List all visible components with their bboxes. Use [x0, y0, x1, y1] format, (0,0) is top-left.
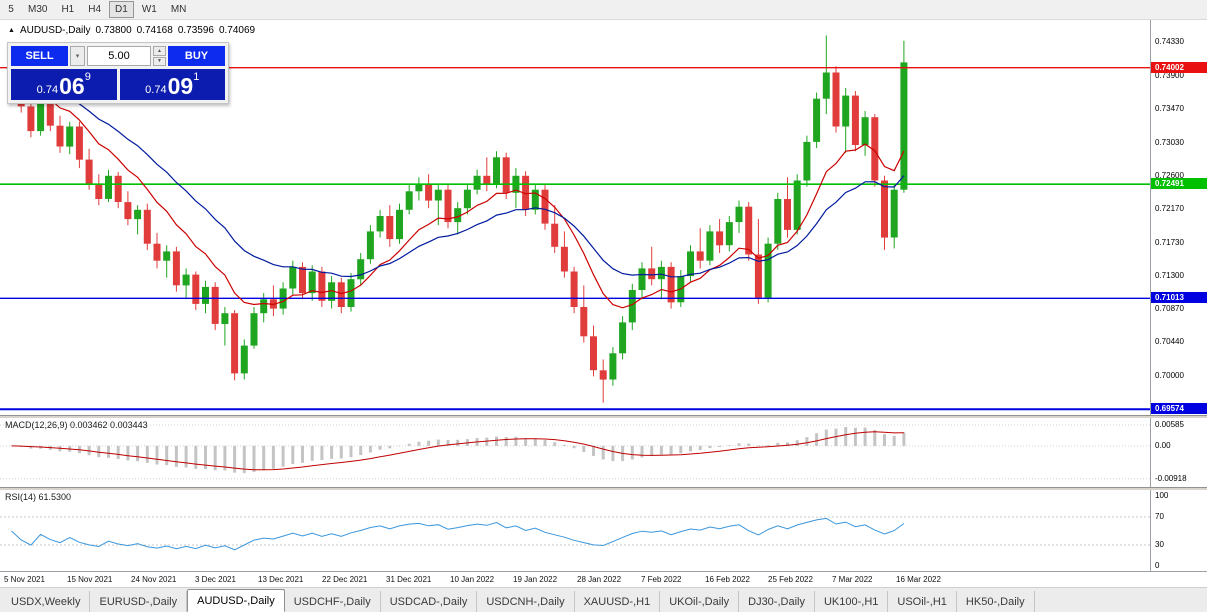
buy-price-big-digits: 09	[167, 73, 194, 99]
price-chart-plot[interactable]	[0, 20, 1150, 415]
chart-ohlc-header: ▲ AUDUSD-,Daily 0.73800 0.74168 0.73596 …	[8, 25, 255, 36]
price-tick: 0.74330	[1155, 37, 1184, 46]
volume-stepper: ▲ ▼	[153, 46, 166, 66]
price-tick: 0.71730	[1155, 238, 1184, 247]
buy-price-display[interactable]: 0.74 09 1	[119, 69, 225, 100]
macd-tick: 0.00585	[1155, 420, 1184, 429]
tab-usdx-weekly[interactable]: USDX,Weekly	[2, 591, 91, 612]
timeframe-w1-button[interactable]: W1	[136, 1, 163, 18]
ohlc-open: 0.73800	[95, 25, 132, 36]
price-tick: 0.73030	[1155, 138, 1184, 147]
rsi-tick: 100	[1155, 491, 1169, 500]
macd-tick: 0.00	[1155, 441, 1171, 450]
rsi-panel: 100 70 30 0 RSI(14) 61.5300	[0, 490, 1207, 571]
tab-eurusd-daily[interactable]: EURUSD-,Daily	[90, 591, 188, 612]
rsi-plot[interactable]	[0, 490, 1150, 571]
ohlc-high: 0.74168	[136, 25, 173, 36]
date-label: 28 Jan 2022	[577, 575, 622, 584]
tab-dj30-daily[interactable]: DJ30-,Daily	[739, 591, 815, 612]
timeframe-d1-button[interactable]: D1	[109, 1, 134, 18]
time-axis[interactable]: 5 Nov 2021 15 Nov 2021 24 Nov 2021 3 Dec 20…	[0, 571, 1207, 587]
price-line-label: 0.71013	[1151, 292, 1207, 303]
price-tick: 0.71300	[1155, 271, 1184, 280]
one-click-trade-panel: SELL ▾ ▲ ▼ BUY 0.74 06 9 0.74 09 1	[7, 42, 229, 104]
price-tick: 0.70440	[1155, 337, 1184, 346]
sell-price-display[interactable]: 0.74 06 9	[11, 69, 117, 100]
macd-axis[interactable]: 0.00585 0.00 -0.00918	[1150, 418, 1207, 487]
panel-separator[interactable]	[0, 487, 1207, 490]
chart-tab-bar: USDX,Weekly EURUSD-,Daily AUDUSD-,Daily …	[0, 587, 1207, 612]
timeframe-m30-button[interactable]: M30	[22, 1, 53, 18]
date-label: 24 Nov 2021	[131, 575, 177, 584]
price-axis[interactable]: 0.74330 0.73900 0.73470 0.73030 0.72600 0.721…	[1150, 20, 1207, 415]
price-line-label: 0.74002	[1151, 62, 1207, 73]
date-label: 22 Dec 2021	[322, 575, 368, 584]
tab-uk100-h1[interactable]: UK100-,H1	[815, 591, 889, 612]
tab-hk50-daily[interactable]: HK50-,Daily	[957, 591, 1035, 612]
tab-xauusd-h1[interactable]: XAUUSD-,H1	[575, 591, 661, 612]
date-label: 31 Dec 2021	[386, 575, 432, 584]
tab-usdcnh-daily[interactable]: USDCNH-,Daily	[477, 591, 575, 612]
rsi-tick: 30	[1155, 540, 1164, 549]
timeframe-h4-button[interactable]: H4	[82, 1, 107, 18]
tab-usdchf-daily[interactable]: USDCHF-,Daily	[285, 591, 381, 612]
volume-input[interactable]	[87, 46, 151, 66]
macd-tick: -0.00918	[1155, 474, 1187, 483]
date-label: 16 Feb 2022	[705, 575, 750, 584]
ohlc-close: 0.74069	[218, 25, 256, 36]
macd-header: MACD(12,26,9) 0.003462 0.003443	[5, 420, 148, 430]
price-tick: 0.70000	[1155, 371, 1184, 380]
date-label: 7 Feb 2022	[641, 575, 682, 584]
rsi-header: RSI(14) 61.5300	[5, 492, 72, 502]
sell-price-pip-digit: 9	[84, 71, 91, 83]
tab-audusd-daily[interactable]: AUDUSD-,Daily	[187, 589, 285, 612]
spinner-down-icon[interactable]: ▼	[153, 56, 166, 66]
macd-plot[interactable]	[0, 418, 1150, 487]
chart-symbol: AUDUSD-,Daily	[19, 25, 91, 36]
buy-button[interactable]: BUY	[168, 46, 225, 66]
ohlc-low: 0.73596	[177, 25, 214, 36]
date-label: 13 Dec 2021	[258, 575, 304, 584]
price-line-label: 0.69574	[1151, 403, 1207, 414]
price-tick: 0.72600	[1155, 171, 1184, 180]
buy-price-prefix: 0.74	[145, 84, 167, 96]
date-label: 25 Feb 2022	[768, 575, 813, 584]
spinner-up-icon[interactable]: ▲	[153, 46, 166, 56]
rsi-tick: 0	[1155, 561, 1160, 570]
tab-usoil-h1[interactable]: USOil-,H1	[888, 591, 957, 612]
rsi-axis[interactable]: 100 70 30 0	[1150, 490, 1207, 571]
date-label: 3 Dec 2021	[195, 575, 236, 584]
timeframe-h1-button[interactable]: H1	[55, 1, 80, 18]
panel-separator[interactable]	[0, 415, 1207, 418]
price-line-label: 0.72491	[1151, 178, 1207, 189]
price-tick: 0.72170	[1155, 204, 1184, 213]
rsi-tick: 70	[1155, 512, 1164, 521]
timeframe-m5-button[interactable]: 5	[2, 1, 20, 18]
sell-price-big-digits: 06	[59, 73, 85, 99]
volume-preset-button[interactable]: ▾	[70, 46, 85, 66]
price-tick: 0.73470	[1155, 104, 1184, 113]
price-tick: 0.73900	[1155, 71, 1184, 80]
price-chart-panel: 0.74330 0.73900 0.73470 0.73030 0.72600 0.721…	[0, 20, 1207, 415]
timeframe-toolbar: 5 M30 H1 H4 D1 W1 MN	[0, 0, 1207, 20]
macd-panel: 0.00585 0.00 -0.00918 MACD(12,26,9) 0.0034…	[0, 418, 1207, 487]
tab-usdcad-daily[interactable]: USDCAD-,Daily	[381, 591, 478, 612]
tab-ukoil-daily[interactable]: UKOil-,Daily	[660, 591, 740, 612]
date-label: 19 Jan 2022	[513, 575, 558, 584]
sell-button[interactable]: SELL	[11, 46, 68, 66]
date-label: 5 Nov 2021	[4, 575, 45, 584]
sell-price-prefix: 0.74	[36, 84, 59, 96]
buy-price-pip-digit: 1	[193, 71, 200, 83]
one-click-toggle-icon[interactable]: ▲	[8, 26, 15, 34]
chevron-down-icon: ▾	[75, 53, 80, 60]
date-label: 7 Mar 2022	[832, 575, 873, 584]
date-label: 15 Nov 2021	[67, 575, 113, 584]
timeframe-mn-button[interactable]: MN	[165, 1, 193, 18]
date-label: 16 Mar 2022	[896, 575, 941, 584]
price-tick: 0.70870	[1155, 304, 1184, 313]
date-label: 10 Jan 2022	[450, 575, 495, 584]
